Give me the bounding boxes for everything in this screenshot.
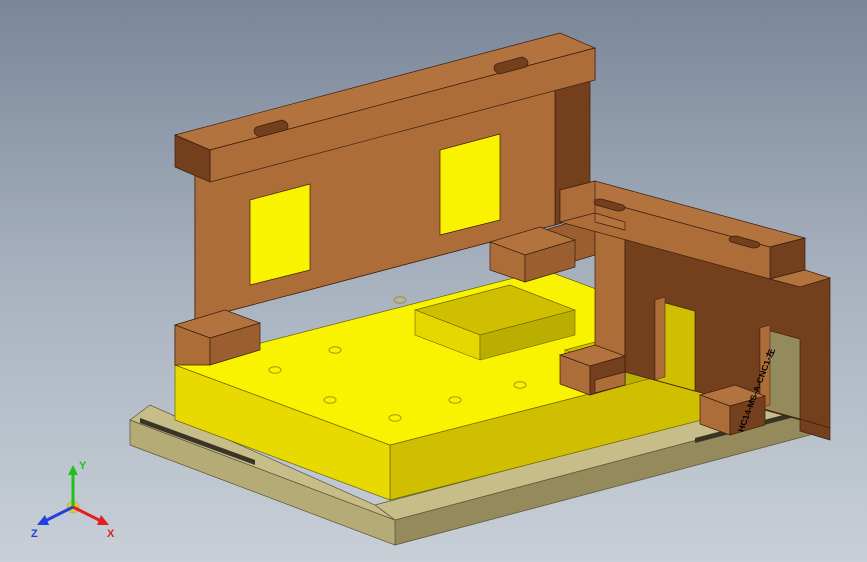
- axis-z: Z: [31, 507, 73, 540]
- axis-y: Y: [68, 460, 87, 507]
- svg-text:Z: Z: [31, 528, 38, 540]
- axis-triad[interactable]: Y X Z: [30, 452, 120, 542]
- axis-x: X: [73, 507, 115, 540]
- model-render: [0, 0, 867, 562]
- svg-text:Y: Y: [79, 460, 87, 472]
- svg-text:X: X: [107, 528, 115, 540]
- cad-viewport[interactable]: HC14-MS-A-CNC1-左 Y X: [0, 0, 867, 562]
